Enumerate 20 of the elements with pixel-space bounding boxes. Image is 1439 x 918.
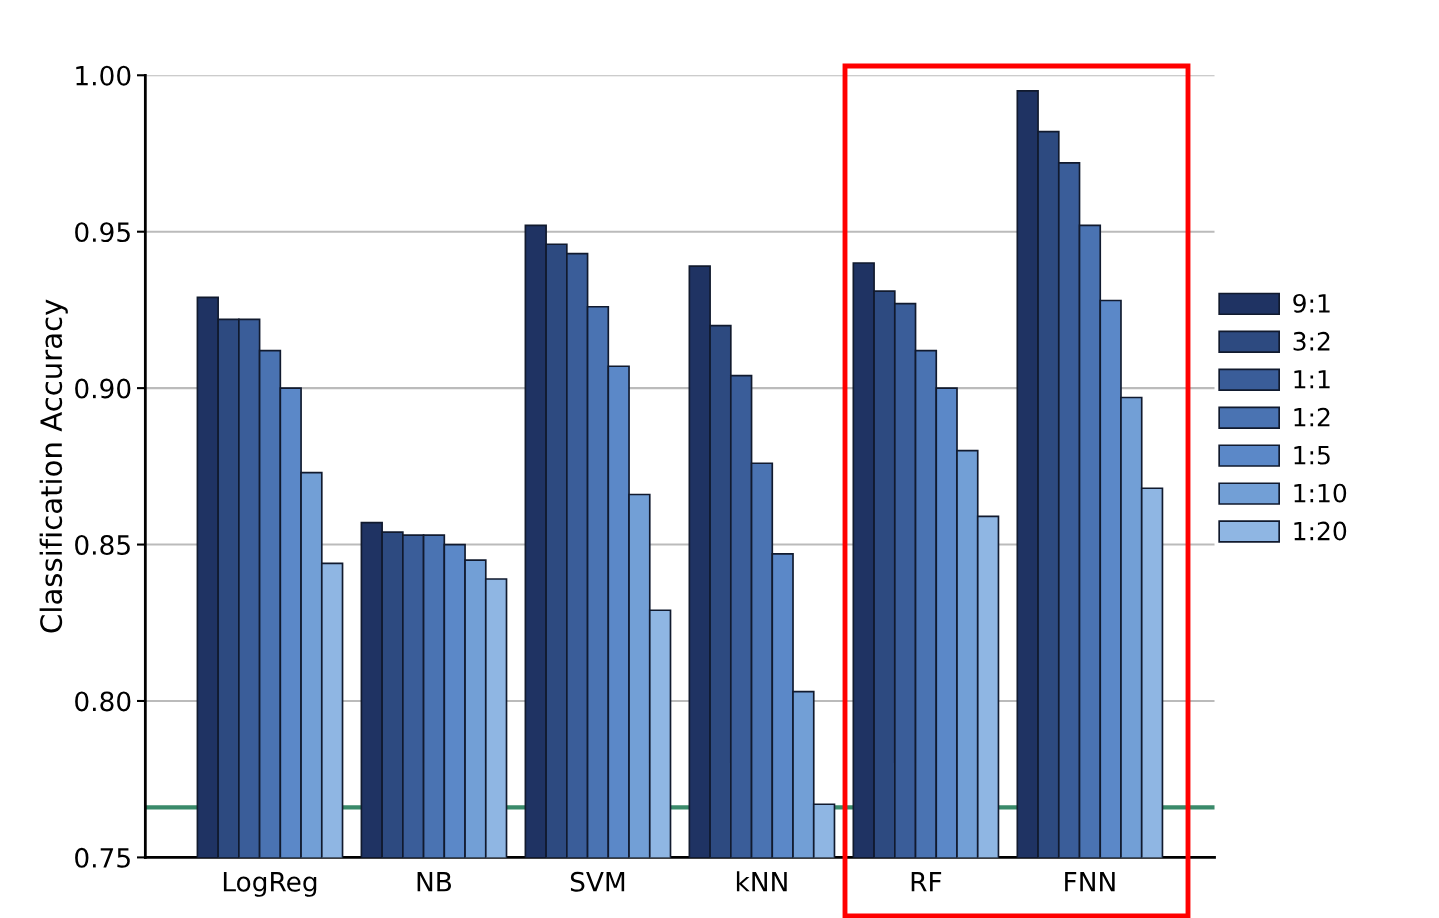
legend-label: 9:1 xyxy=(1293,293,1330,313)
y-tick-label: 0.85 xyxy=(75,535,130,555)
y-tick-label: 0.80 xyxy=(75,691,131,712)
x-tick-label: LogReg xyxy=(223,872,317,897)
y-tick-label: 0.90 xyxy=(75,378,131,399)
x-tick-label: kNN xyxy=(736,871,787,892)
x-tick-label: SVM xyxy=(570,871,625,892)
legend-label: 1:5 xyxy=(1294,446,1330,465)
legend-label: 1:1 xyxy=(1294,370,1330,389)
y-tick-label: 0.75 xyxy=(75,847,130,868)
legend-label: 1:2 xyxy=(1294,407,1330,427)
y-tick-label: 1.00 xyxy=(76,65,131,86)
y-tick-label: 0.95 xyxy=(75,222,130,243)
legend-label: 3:2 xyxy=(1293,331,1330,351)
y-axis-title: Classification Accuracy xyxy=(39,299,68,633)
legend-label: 1:20 xyxy=(1294,521,1347,541)
x-tick-label: FNN xyxy=(1065,872,1115,892)
legend-label: 1:10 xyxy=(1294,483,1347,503)
x-tick-label: RF xyxy=(911,872,942,892)
x-tick-label: NB xyxy=(417,872,452,892)
